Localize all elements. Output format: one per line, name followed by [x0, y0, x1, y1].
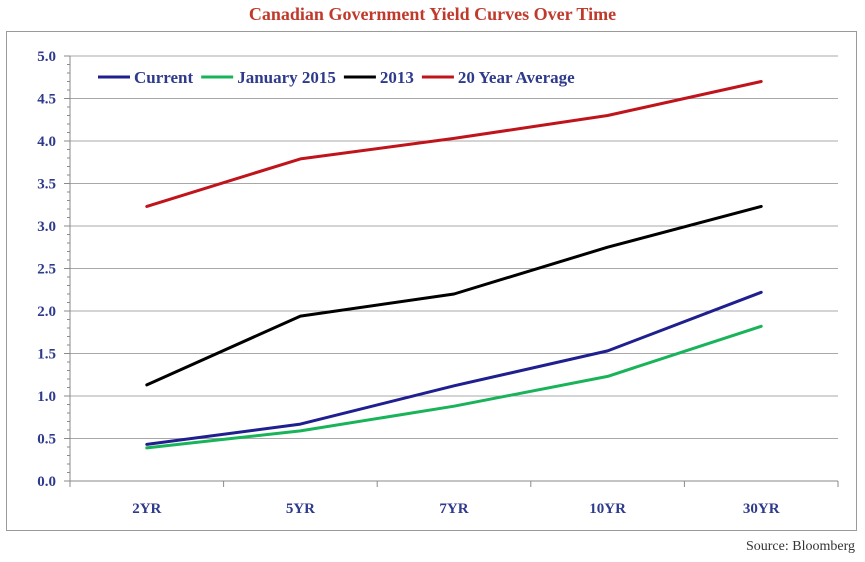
- y-tick-label: 1.5: [37, 347, 56, 363]
- y-tick-label: 4.0: [37, 134, 56, 150]
- x-axis-ticks: 2YR 5YR 7YR 10YR 30YR: [132, 501, 779, 517]
- x-tick-label: 2YR: [132, 501, 161, 517]
- x-tick-label: 30YR: [743, 501, 780, 517]
- source-note: Source: Bloomberg: [745, 539, 855, 554]
- y-tick-label: 3.5: [37, 177, 56, 193]
- x-tick-label: 10YR: [589, 501, 626, 517]
- y-tick-label: 0.0: [37, 474, 56, 490]
- chart-title: Canadian Government Yield Curves Over Ti…: [248, 4, 617, 24]
- y-tick-label: 3.0: [37, 219, 56, 235]
- legend-label-20-year-average: 20 Year Average: [458, 68, 575, 87]
- legend-label-2013: 2013: [380, 68, 414, 87]
- y-tick-label: 0.5: [37, 432, 56, 448]
- y-tick-label: 2.5: [37, 262, 56, 278]
- x-tick-label: 7YR: [439, 501, 468, 517]
- axes: [64, 55, 839, 487]
- y-tick-label: 5.0: [37, 49, 56, 65]
- y-tick-label: 2.0: [37, 304, 56, 320]
- series-line-current: [145, 290, 763, 446]
- series-line-2013: [145, 204, 763, 387]
- y-tick-label: 4.5: [37, 92, 56, 108]
- y-tick-label: 1.0: [37, 389, 56, 405]
- series-line-20-year-average: [145, 80, 763, 208]
- legend-label-current: Current: [134, 68, 194, 87]
- legend-label-january-2015: January 2015: [237, 68, 336, 87]
- series-lines: [145, 80, 763, 450]
- legend: Current January 2015 2013 20 Year Average: [98, 68, 575, 87]
- grid-lines: [70, 55, 838, 439]
- y-axis-ticks: 0.0 0.5 1.0 1.5 2.0 2.5 3.0 3.5 4.0 4.5 5.0: [37, 49, 56, 490]
- x-tick-label: 5YR: [286, 501, 315, 517]
- series-line-january-2015: [145, 324, 763, 450]
- chart-frame: [6, 31, 857, 531]
